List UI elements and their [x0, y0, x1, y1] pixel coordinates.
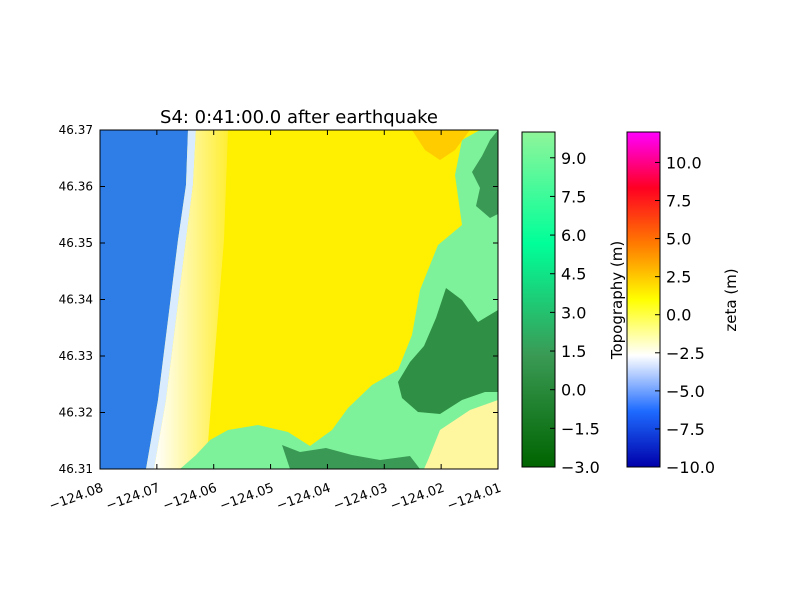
y-tick-label: 46.32 — [59, 406, 93, 420]
zeta-colorbar-ticks: −10.0 −7.5 −5.0 −2.5 0.0 2.5 5.0 7.5 10.0 — [655, 153, 715, 477]
zeta-colorbar-tick-label: −10.0 — [666, 458, 715, 477]
topography-colorbar — [521, 131, 556, 468]
x-tick-label: −124.04 — [275, 481, 333, 514]
zeta-colorbar-tick-label: 5.0 — [666, 230, 691, 249]
x-tick-label: −124.03 — [332, 481, 390, 514]
zeta-colorbar-tick-label: 2.5 — [666, 268, 691, 287]
zeta-colorbar-tick-label: 7.5 — [666, 192, 691, 211]
zeta-colorbar-label: zeta (m) — [722, 268, 740, 331]
topography-colorbar-tick-label: −1.5 — [561, 419, 600, 438]
x-tick-label: −124.01 — [445, 481, 503, 514]
topography-colorbar-tick-label: −3.0 — [561, 458, 600, 477]
dark-lowland-north — [472, 130, 498, 218]
dark-lowland-east — [398, 288, 498, 414]
zeta-colorbar-tick-label: 0.0 — [666, 306, 691, 325]
x-tick-label: −124.05 — [218, 481, 276, 514]
dune-strip — [154, 130, 228, 469]
topography-colorbar-tick-label: 1.5 — [561, 342, 586, 361]
topography-colorbar-tick-label: 3.0 — [561, 303, 586, 322]
y-tick-label: 46.37 — [59, 123, 93, 137]
topography-colorbar-tick-label: 4.5 — [561, 265, 586, 284]
x-tick-label: −124.02 — [388, 481, 446, 514]
y-tick-label: 46.34 — [59, 293, 93, 307]
flood-south-east — [424, 400, 498, 469]
zeta-colorbar-tick-label: −7.5 — [666, 420, 705, 439]
flood-north-orange — [412, 130, 470, 160]
y-tick-label: 46.35 — [59, 236, 93, 250]
y-tick-label: 46.33 — [59, 349, 93, 363]
chart-title: S4: 0:41:00.0 after earthquake — [160, 107, 438, 128]
zeta-colorbar — [626, 131, 661, 468]
x-tick-label: −124.07 — [104, 481, 162, 514]
topography-colorbar-tick-label: 9.0 — [561, 149, 586, 168]
topography-colorbar-tick-label: 7.5 — [561, 187, 586, 206]
zeta-colorbar-tick-label: −5.0 — [666, 382, 705, 401]
topography-colorbar-tick-label: 0.0 — [561, 381, 586, 400]
x-tick-label: −124.06 — [161, 481, 219, 514]
map-plot — [100, 130, 498, 469]
zeta-colorbar-tick-label: 10.0 — [666, 153, 702, 172]
topography-colorbar-tick-label: 6.0 — [561, 226, 586, 245]
topography-colorbar-label: Topography (m) — [608, 241, 626, 360]
ocean-region — [100, 130, 188, 469]
surf-zone — [146, 130, 196, 469]
y-axis: 46.31 46.32 46.33 46.34 46.35 46.36 46.37 — [59, 123, 498, 476]
topography-colorbar-ticks: −3.0 −1.5 0.0 1.5 3.0 4.5 6.0 7.5 9.0 — [550, 149, 600, 477]
y-tick-label: 46.36 — [59, 180, 93, 194]
zeta-colorbar-tick-label: −2.5 — [666, 344, 705, 363]
x-tick-label: −124.08 — [47, 481, 105, 514]
dark-lowland-south — [282, 445, 420, 469]
y-tick-label: 46.31 — [59, 462, 93, 476]
